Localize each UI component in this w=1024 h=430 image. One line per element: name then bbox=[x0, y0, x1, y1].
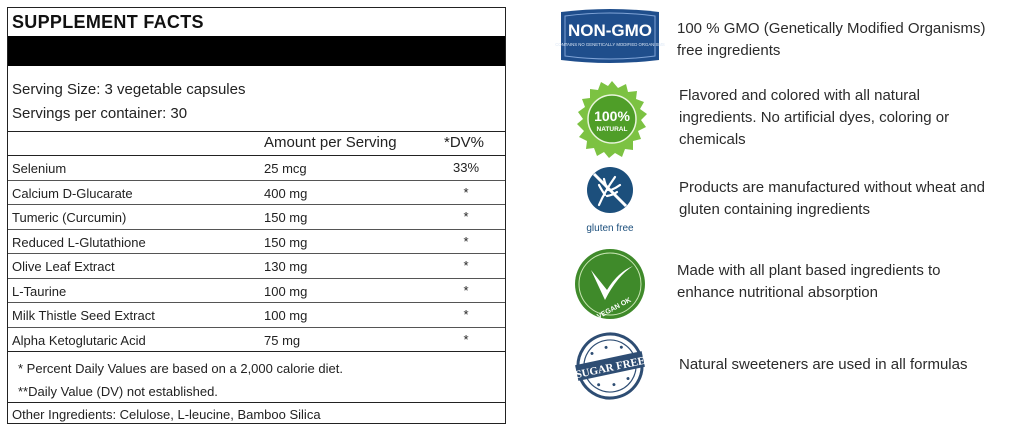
vegan-ok-icon: VEGAN OK bbox=[575, 249, 645, 321]
feature-gluten-free: gluten free Products are manufactured wi… bbox=[555, 163, 1015, 238]
ingredient-name: L-Taurine bbox=[12, 283, 67, 299]
facts-column-header: Amount per Serving *DV% bbox=[8, 131, 505, 155]
ingredient-row: Olive Leaf Extract 130 mg * bbox=[8, 254, 505, 279]
feature-line: chemicals bbox=[679, 131, 746, 148]
feature-sugar-free: SUGAR FREE Natural sweeteners are used i… bbox=[555, 330, 1015, 402]
ingredient-amount: 100 mg bbox=[264, 308, 308, 323]
ingredient-name: Alpha Ketoglutaric Acid bbox=[12, 332, 146, 348]
feature-line: 100 % GMO (Genetically Modified Organism… bbox=[677, 20, 986, 37]
ingredient-amount: 150 mg bbox=[264, 234, 308, 250]
ingredient-name: Tumeric (Curcumin) bbox=[12, 210, 127, 225]
ingredient-dv: * bbox=[463, 184, 469, 200]
feature-text: Made with all plant based ingredients to… bbox=[677, 260, 1017, 304]
other-ingredients: Other Ingredients: Celulose, L-leucine, … bbox=[12, 407, 321, 422]
feature-text: Products are manufactured without wheat … bbox=[679, 177, 1019, 221]
amount-column-header: Amount per Serving bbox=[264, 134, 397, 151]
feature-natural: 100% NATURAL Flavored and colored with a… bbox=[555, 78, 1015, 160]
non-gmo-badge-icon: NON-GMO CONTAINS NO GENETICALLY MODIFIED… bbox=[555, 9, 665, 63]
non-gmo-badge-text: NON-GMO bbox=[568, 21, 652, 40]
ingredient-row: Calcium D-Glucarate 400 mg * bbox=[8, 181, 505, 205]
ingredient-amount: 25 mcg bbox=[264, 161, 307, 176]
ingredient-amount: 100 mg bbox=[264, 283, 308, 299]
ingredient-dv: * bbox=[463, 331, 469, 347]
footnotes: * Percent Daily Values are based on a 2,… bbox=[8, 352, 505, 403]
ingredient-row: Milk Thistle Seed Extract 100 mg * bbox=[8, 303, 505, 328]
ingredient-dv: * bbox=[463, 233, 469, 249]
feature-text: Flavored and colored with all natural in… bbox=[679, 85, 1019, 151]
feature-line: ingredients. No artificial dyes, colorin… bbox=[679, 109, 950, 126]
ingredient-amount: 75 mg bbox=[264, 332, 301, 348]
serving-size: Serving Size: 3 vegetable capsules bbox=[12, 81, 246, 98]
feature-line: Made with all plant based ingredients to bbox=[677, 262, 941, 279]
ingredient-dv: * bbox=[463, 258, 469, 273]
gluten-free-icon: gluten free bbox=[586, 167, 634, 234]
ingredient-row: Reduced L-Glutathione 150 mg * bbox=[8, 230, 505, 254]
natural-seal-percent: 100% bbox=[594, 108, 630, 124]
ingredient-name: Reduced L-Glutathione bbox=[12, 234, 146, 250]
ingredient-name: Calcium D-Glucarate bbox=[12, 185, 133, 201]
ingredient-dv: * bbox=[463, 307, 469, 322]
facts-header-bar bbox=[8, 36, 505, 66]
ingredient-name: Selenium bbox=[12, 161, 67, 176]
feature-line: enhance nutritional absorption bbox=[677, 284, 878, 301]
feature-line: Natural sweeteners are used in all formu… bbox=[679, 356, 968, 373]
ingredient-amount: 150 mg bbox=[264, 210, 308, 225]
ingredient-row: Selenium 25 mcg 33% bbox=[8, 156, 505, 181]
serving-info: Serving Size: 3 vegetable capsules Servi… bbox=[8, 66, 505, 131]
ingredient-row: Alpha Ketoglutaric Acid 75 mg * bbox=[8, 328, 505, 352]
footnote-daily-values: * Percent Daily Values are based on a 2,… bbox=[18, 361, 343, 376]
feature-line: Flavored and colored with all natural bbox=[679, 87, 920, 104]
ingredient-dv: * bbox=[463, 209, 469, 224]
feature-line: free ingredients bbox=[677, 42, 781, 59]
footnote-dv-not-established: **Daily Value (DV) not established. bbox=[18, 384, 218, 399]
ingredient-name: Milk Thistle Seed Extract bbox=[12, 308, 155, 323]
supplement-facts-panel: SUPPLEMENT FACTS Serving Size: 3 vegetab… bbox=[7, 7, 506, 424]
ingredient-row: Tumeric (Curcumin) 150 mg * bbox=[8, 205, 505, 230]
natural-seal-label: NATURAL bbox=[597, 126, 628, 133]
ingredient-amount: 130 mg bbox=[264, 259, 308, 274]
sugar-free-stamp-icon: SUGAR FREE bbox=[575, 332, 646, 400]
facts-title: SUPPLEMENT FACTS bbox=[12, 12, 204, 32]
feature-vegan: VEGAN OK Made with all plant based ingre… bbox=[555, 246, 1015, 322]
dv-column-header: *DV% bbox=[444, 134, 485, 151]
gluten-free-label: gluten free bbox=[586, 223, 634, 234]
servings-per-container: Servings per container: 30 bbox=[12, 105, 188, 122]
non-gmo-badge-subtext: CONTAINS NO GENETICALLY MODIFIED ORGANIS… bbox=[555, 42, 665, 47]
ingredient-row: L-Taurine 100 mg * bbox=[8, 279, 505, 303]
feature-line: gluten containing ingredients bbox=[679, 201, 870, 218]
natural-seal-icon: 100% NATURAL bbox=[577, 81, 647, 158]
ingredient-dv: 33% bbox=[452, 160, 480, 175]
feature-text: 100 % GMO (Genetically Modified Organism… bbox=[677, 18, 1017, 62]
ingredient-dv: * bbox=[463, 282, 469, 298]
feature-line: Products are manufactured without wheat … bbox=[679, 179, 986, 196]
ingredient-rows: Selenium 25 mcg 33% Calcium D-Glucarate 400… bbox=[8, 155, 505, 352]
ingredient-name: Olive Leaf Extract bbox=[12, 259, 115, 274]
ingredient-amount: 400 mg bbox=[264, 185, 308, 201]
feature-non-gmo: NON-GMO CONTAINS NO GENETICALLY MODIFIED… bbox=[555, 6, 1015, 68]
feature-text: Natural sweeteners are used in all formu… bbox=[679, 354, 1019, 376]
